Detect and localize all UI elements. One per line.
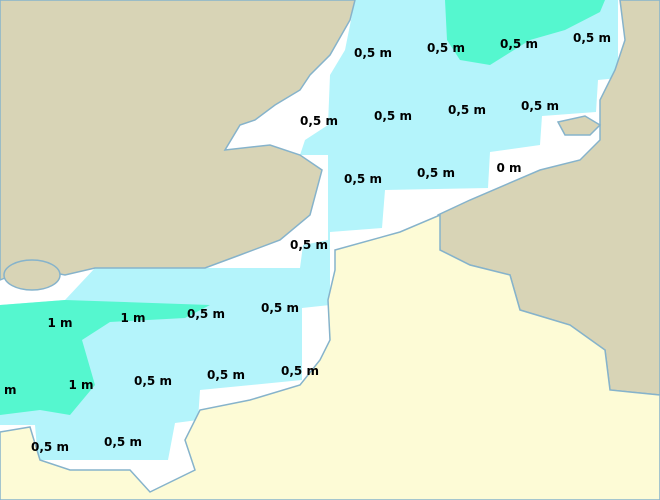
depth-label: 0,5 m — [573, 31, 611, 45]
depth-label: 0,5 m — [261, 301, 299, 315]
depth-label: 0,5 m — [187, 307, 225, 321]
depth-label: 0,5 m — [354, 46, 392, 60]
depth-label: 0,5 m — [500, 37, 538, 51]
island-zeeland — [556, 115, 602, 136]
sea-green-area-west — [0, 300, 210, 415]
depth-label: 0,5 m — [290, 238, 328, 252]
depth-label: 0,5 m — [417, 166, 455, 180]
depth-label: 0,5 m — [521, 99, 559, 113]
sea-green-area-north — [445, 0, 605, 65]
depth-label: 0,5 m — [448, 103, 486, 117]
depth-label: 1 m — [47, 316, 73, 330]
depth-label: 1 m — [68, 378, 94, 392]
land-france — [0, 213, 660, 500]
land-england — [0, 0, 356, 281]
sea-shallow-area — [0, 0, 618, 460]
depth-label: 0,5 m — [207, 368, 245, 382]
depth-label: 1 m — [0, 383, 17, 397]
depth-label: 1 m — [120, 311, 146, 325]
isle-of-wight — [3, 259, 61, 291]
depth-label: 0,5 m — [31, 440, 69, 454]
depth-label: 0,5 m — [300, 114, 338, 128]
depth-label: 0 m — [496, 161, 522, 175]
depth-label: 0,5 m — [104, 435, 142, 449]
depth-label: 0,5 m — [134, 374, 172, 388]
depth-label: 0,5 m — [344, 172, 382, 186]
depth-label: 0,5 m — [427, 41, 465, 55]
depth-label: 0,5 m — [281, 364, 319, 378]
depth-label: 0,5 m — [374, 109, 412, 123]
